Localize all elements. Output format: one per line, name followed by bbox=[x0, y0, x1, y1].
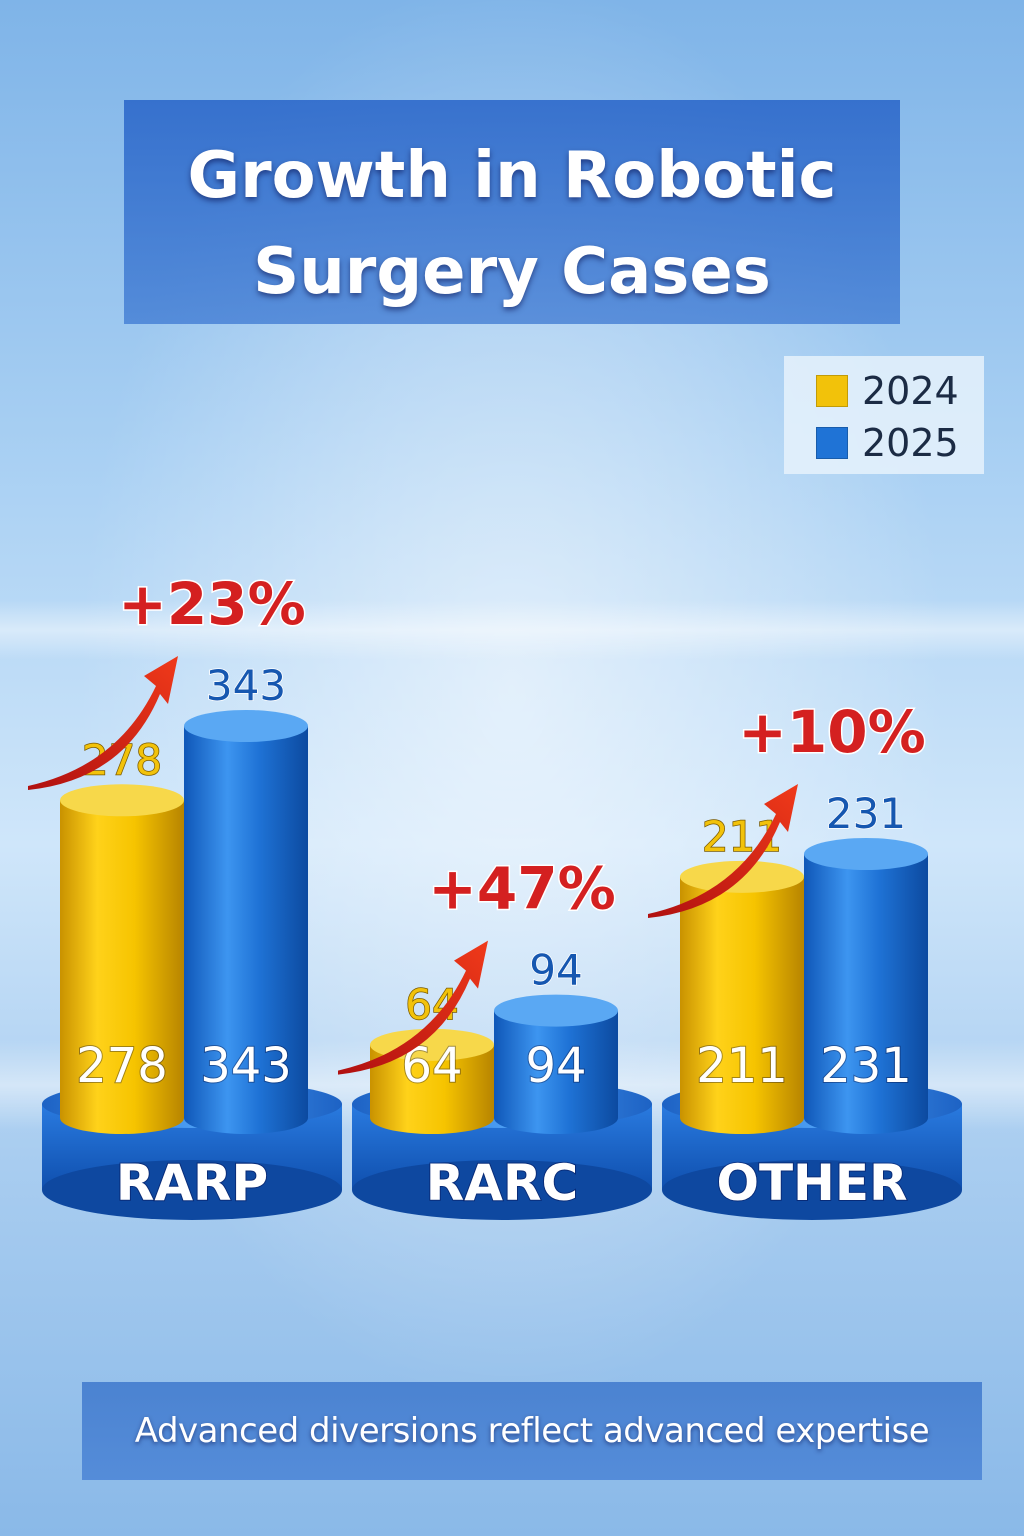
bar-top-rarp-2024 bbox=[60, 784, 184, 817]
legend-swatch-2024 bbox=[816, 375, 848, 407]
bar-rarp-2025 bbox=[184, 726, 308, 1118]
value-label-inner-rarc-2024: 64 bbox=[401, 1038, 462, 1094]
footer-band bbox=[82, 1382, 982, 1480]
value-label-top-rarp-2025: 343 bbox=[206, 661, 286, 710]
title-line-1: Growth in Robotic bbox=[187, 139, 837, 213]
category-label-rarc: RARC bbox=[426, 1154, 578, 1212]
growth-label-other: +10% bbox=[738, 698, 925, 766]
bar-base-rarp-2024 bbox=[60, 1102, 184, 1134]
chart-title: Growth in Robotic Surgery Cases bbox=[124, 128, 900, 320]
bar-top-other-2025 bbox=[804, 838, 928, 870]
category-label-rarp: RARP bbox=[116, 1154, 268, 1212]
legend-label-2024: 2024 bbox=[862, 369, 959, 413]
value-label-inner-rarp-2025: 343 bbox=[200, 1038, 292, 1094]
bar-base-rarp-2025 bbox=[184, 1102, 308, 1134]
pedestal-bottom bbox=[352, 1160, 652, 1220]
value-label-top-other-2025: 231 bbox=[826, 789, 906, 838]
growth-arrow-other bbox=[648, 784, 798, 918]
value-label-inner-other-2025: 231 bbox=[820, 1038, 912, 1094]
bar-top-rarc-2025 bbox=[494, 994, 618, 1027]
bar-base-rarc-2024 bbox=[370, 1102, 494, 1134]
value-label-top-rarc-2025: 94 bbox=[529, 946, 582, 995]
pedestal-bottom bbox=[662, 1160, 962, 1220]
growth-arrow-rarp bbox=[28, 656, 178, 790]
bar-other-2024 bbox=[680, 876, 804, 1118]
bar-rarp-2024 bbox=[60, 800, 184, 1118]
bar-top-rarp-2025 bbox=[184, 710, 308, 742]
legend-swatch-2025 bbox=[816, 427, 848, 459]
legend-item-2024: 2024 bbox=[816, 366, 959, 416]
growth-label-rarc: +47% bbox=[428, 855, 615, 923]
footer-caption: Advanced diversions reflect advanced exp… bbox=[134, 1411, 930, 1451]
legend-label-2025: 2025 bbox=[862, 421, 959, 465]
legend: 2024 2025 bbox=[784, 356, 984, 474]
growth-arrow-rarc bbox=[338, 940, 488, 1075]
legend-item-2025: 2025 bbox=[816, 418, 959, 468]
bar-base-other-2024 bbox=[680, 1102, 804, 1134]
value-label-inner-other-2024: 211 bbox=[696, 1038, 788, 1094]
growth-label-rarp: +23% bbox=[118, 570, 305, 638]
bar-rarc-2025 bbox=[494, 1010, 618, 1118]
pedestal-bottom bbox=[42, 1160, 342, 1220]
category-label-other: OTHER bbox=[716, 1154, 907, 1212]
value-label-inner-rarp-2024: 278 bbox=[76, 1038, 168, 1094]
bar-base-rarc-2025 bbox=[494, 1102, 618, 1134]
title-line-2: Surgery Cases bbox=[253, 235, 771, 309]
bar-base-other-2025 bbox=[804, 1102, 928, 1134]
title-band bbox=[124, 100, 900, 324]
bar-other-2025 bbox=[804, 854, 928, 1118]
value-label-inner-rarc-2025: 94 bbox=[525, 1038, 586, 1094]
